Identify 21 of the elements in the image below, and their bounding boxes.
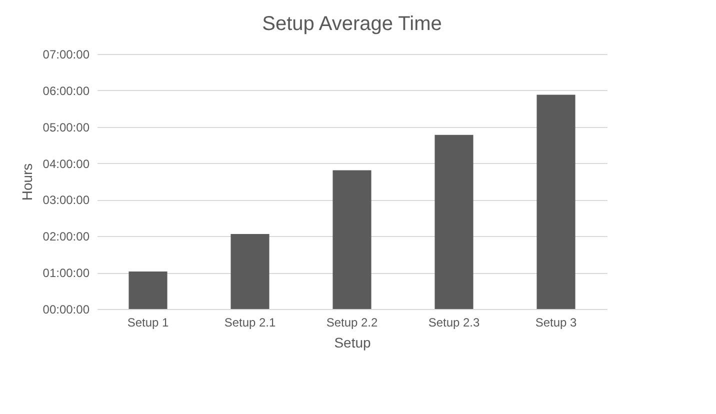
y-tick-label: 06:00:00: [42, 84, 90, 98]
x-tick-label: Setup 2.3: [428, 316, 480, 330]
bar: [230, 234, 270, 309]
bar: [536, 94, 576, 309]
y-tick-label: 01:00:00: [42, 266, 90, 280]
x-axis-title: Setup: [334, 334, 372, 350]
bar: [128, 271, 168, 309]
y-axis-title: Hours: [18, 163, 35, 201]
chart-title: Setup Average Time: [262, 13, 442, 35]
y-tick-label: 04:00:00: [42, 156, 90, 171]
bar: [434, 134, 474, 309]
x-tick-label: Setup 1: [127, 316, 170, 330]
y-tick-label: 05:00:00: [42, 120, 90, 134]
bar: [332, 170, 372, 309]
y-tick-label: 02:00:00: [42, 230, 90, 244]
x-tick-label: Setup 2.2: [326, 316, 378, 330]
x-tick-label: Setup 2.1: [224, 316, 276, 330]
y-tick-label: 03:00:00: [42, 193, 90, 208]
y-tick-label: 00:00:00: [42, 302, 90, 316]
x-tick-label: Setup 3: [535, 316, 578, 330]
y-tick-label: 07:00:00: [42, 48, 90, 62]
